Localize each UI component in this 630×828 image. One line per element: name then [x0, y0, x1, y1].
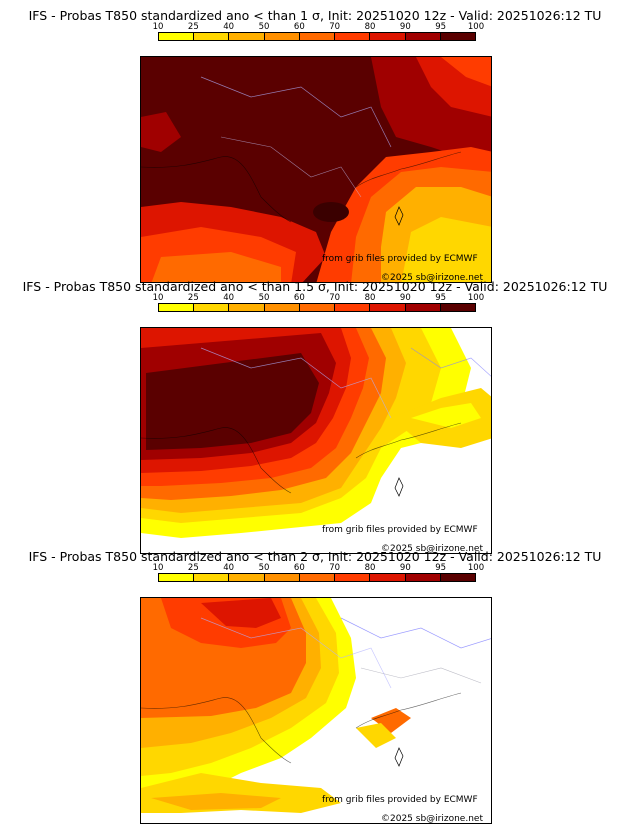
colorbar-segment: [370, 33, 406, 40]
credit-copyright: ©2025 sb@irizone.net: [381, 273, 483, 283]
colorbar-segment: [370, 304, 406, 311]
colorbar: [158, 32, 476, 41]
colorbar-segment: [299, 574, 336, 581]
map-panel-2: IFS - Probas T850 standardized ano < tha…: [0, 279, 630, 554]
map-panel-3: IFS - Probas T850 standardized ano < tha…: [0, 549, 630, 824]
probability-map: from grib files provided by ECMWF ©2025 …: [140, 597, 492, 824]
colorbar-tick-label: 25: [187, 22, 199, 32]
colorbar-segment: [335, 304, 371, 311]
colorbar-segment: [264, 304, 300, 311]
colorbar-tick-label: 50: [258, 563, 270, 573]
colorbar-tick-label: 80: [364, 22, 376, 32]
map-panel-1: IFS - Probas T850 standardized ano < tha…: [0, 8, 630, 283]
colorbar-tick-label: 50: [258, 293, 270, 303]
colorbar-tick-label: 10: [152, 293, 164, 303]
credit-source: from grib files provided by ECMWF: [322, 795, 478, 805]
credit-copyright: ©2025 sb@irizone.net: [381, 814, 483, 824]
map-title: IFS - Probas T850 standardized ano < tha…: [22, 279, 608, 294]
colorbar-segment: [194, 304, 230, 311]
colorbar-segment: [299, 304, 336, 311]
probability-map: from grib files provided by ECMWF ©2025 …: [140, 56, 492, 283]
colorbar-tick-label: 10: [152, 22, 164, 32]
colorbar-segment: [405, 574, 441, 581]
colorbar-segment: [440, 574, 475, 581]
colorbar-tick-label: 90: [399, 22, 411, 32]
map-title: IFS - Probas T850 standardized ano < tha…: [28, 8, 602, 23]
colorbar-tick-label: 60: [293, 22, 305, 32]
colorbar-segment: [370, 574, 406, 581]
colorbar-tick-label: 60: [293, 293, 305, 303]
colorbar-tick-label: 10: [152, 563, 164, 573]
colorbar-tick-label: 60: [293, 563, 305, 573]
colorbar-segment: [194, 574, 230, 581]
colorbar-tick-label: 95: [435, 293, 447, 303]
colorbar-tick-label: 25: [187, 563, 199, 573]
colorbar: [158, 303, 476, 312]
colorbar-tick-label: 70: [329, 22, 341, 32]
credit-source: from grib files provided by ECMWF: [322, 254, 478, 264]
colorbar-segment: [194, 33, 230, 40]
colorbar-segment: [405, 304, 441, 311]
map-title: IFS - Probas T850 standardized ano < tha…: [28, 549, 602, 564]
colorbar-segment: [405, 33, 441, 40]
colorbar-tick-label: 95: [435, 563, 447, 573]
colorbar-tick-label: 40: [223, 22, 235, 32]
colorbar-tick-label: 50: [258, 22, 270, 32]
colorbar-segment: [440, 33, 475, 40]
colorbar-tick-label: 40: [223, 563, 235, 573]
colorbar-segment: [335, 574, 371, 581]
colorbar-tick-label: 25: [187, 293, 199, 303]
colorbar-segment: [335, 33, 371, 40]
colorbar-segment: [159, 304, 195, 311]
probability-map: from grib files provided by ECMWF ©2025 …: [140, 327, 492, 554]
credit-copyright: ©2025 sb@irizone.net: [381, 544, 483, 554]
colorbar-segment: [440, 304, 475, 311]
colorbar-tick-label: 80: [364, 293, 376, 303]
colorbar-tick-label: 90: [399, 563, 411, 573]
colorbar-segment: [264, 33, 300, 40]
colorbar-segment: [229, 33, 265, 40]
colorbar-tick-label: 100: [467, 563, 485, 573]
colorbar-segment: [299, 33, 336, 40]
colorbar-tick-label: 95: [435, 22, 447, 32]
colorbar-tick-label: 100: [467, 22, 485, 32]
colorbar-segment: [159, 574, 195, 581]
credit-source: from grib files provided by ECMWF: [322, 525, 478, 535]
colorbar-segment: [229, 574, 265, 581]
colorbar-segment: [159, 33, 195, 40]
colorbar-tick-label: 90: [399, 293, 411, 303]
colorbar-segment: [229, 304, 265, 311]
colorbar-tick-label: 70: [329, 293, 341, 303]
colorbar-tick-label: 80: [364, 563, 376, 573]
colorbar-segment: [264, 574, 300, 581]
colorbar: [158, 573, 476, 582]
colorbar-tick-label: 100: [467, 293, 485, 303]
colorbar-tick-label: 70: [329, 563, 341, 573]
colorbar-tick-label: 40: [223, 293, 235, 303]
